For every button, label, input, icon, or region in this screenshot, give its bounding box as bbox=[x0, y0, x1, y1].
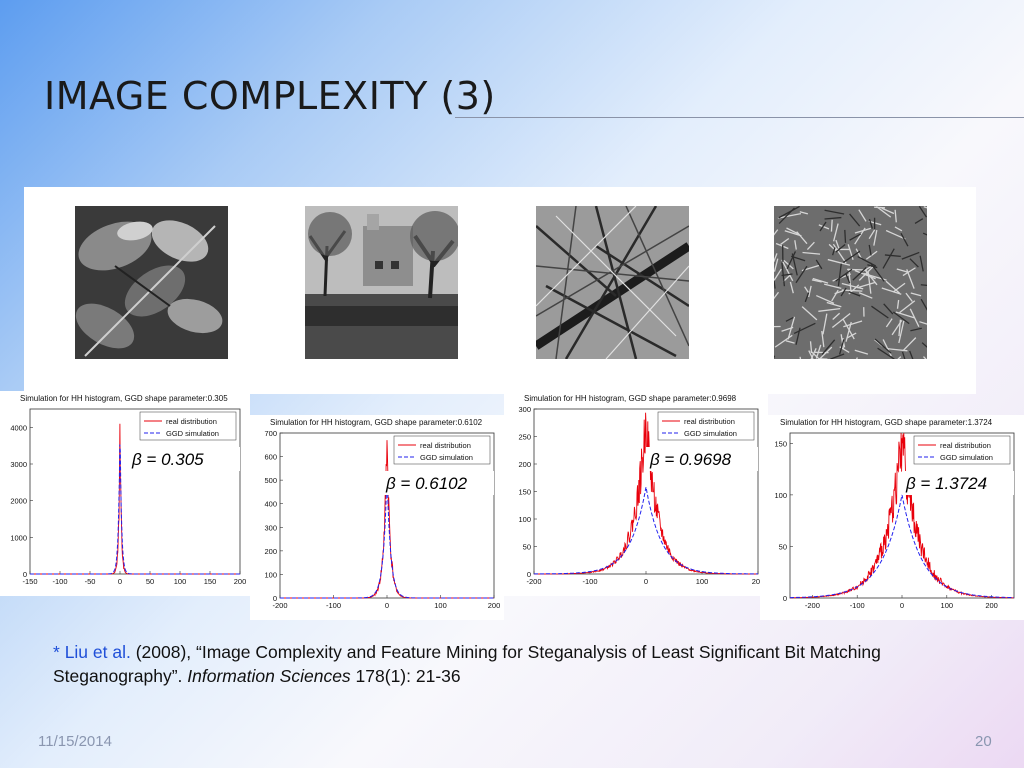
y-tick-label: 400 bbox=[264, 500, 277, 509]
chart-svg: Simulation for HH histogram, GGD shape p… bbox=[10, 394, 247, 586]
y-tick-label: 50 bbox=[523, 543, 531, 552]
x-tick-label: -150 bbox=[22, 577, 37, 586]
y-tick-label: 3000 bbox=[10, 460, 27, 469]
chart-title: Simulation for HH histogram, GGD shape p… bbox=[524, 394, 737, 403]
citation-footnote: * Liu et al. (2008), “Image Complexity a… bbox=[53, 640, 1013, 688]
x-tick-label: 100 bbox=[696, 577, 709, 586]
y-tick-label: 0 bbox=[273, 594, 277, 603]
beta-annotation: β = 1.3724 bbox=[905, 474, 987, 493]
citation-authors-link[interactable]: Liu et al. bbox=[64, 642, 131, 662]
citation-text: (2008), “Image Complexity and Feature Mi… bbox=[53, 642, 881, 686]
beta-annotation: β = 0.305 bbox=[131, 450, 204, 469]
grass-photo bbox=[774, 206, 927, 359]
series-ggd-simulation bbox=[30, 444, 240, 575]
chart-title: Simulation for HH histogram, GGD shape p… bbox=[780, 418, 993, 427]
y-tick-label: 100 bbox=[264, 570, 277, 579]
y-tick-label: 2000 bbox=[10, 497, 27, 506]
beta-annotation: β = 0.9698 bbox=[649, 450, 732, 469]
y-tick-label: 150 bbox=[774, 439, 787, 448]
x-tick-label: -100 bbox=[850, 601, 865, 610]
histogram-chart-2: Simulation for HH histogram, GGD shape p… bbox=[250, 415, 504, 620]
x-tick-label: 0 bbox=[118, 577, 122, 586]
branches-photo bbox=[536, 206, 689, 359]
y-tick-label: 300 bbox=[264, 523, 277, 532]
legend-label: real distribution bbox=[420, 441, 471, 450]
leaves-photo bbox=[75, 206, 228, 359]
x-tick-label: -100 bbox=[52, 577, 67, 586]
legend-label: GGD simulation bbox=[684, 429, 737, 438]
y-tick-label: 200 bbox=[518, 460, 531, 469]
annotation-bg bbox=[382, 471, 494, 495]
slide-title: IMAGE COMPLEXITY (3) bbox=[44, 74, 496, 118]
citation-asterisk: * bbox=[53, 642, 60, 662]
x-tick-label: 200 bbox=[488, 601, 501, 610]
y-tick-label: 0 bbox=[23, 570, 27, 579]
x-tick-label: -200 bbox=[272, 601, 287, 610]
y-tick-label: 1000 bbox=[10, 533, 27, 542]
annotation-bg bbox=[646, 447, 758, 471]
x-tick-label: -100 bbox=[326, 601, 341, 610]
legend-label: real distribution bbox=[166, 417, 217, 426]
legend-box bbox=[913, 435, 1011, 465]
annotation-bg bbox=[128, 447, 240, 471]
x-tick-label: 50 bbox=[146, 577, 154, 586]
beta-annotation: β = 0.6102 bbox=[385, 474, 468, 493]
y-tick-label: 100 bbox=[518, 515, 531, 524]
x-tick-label: 0 bbox=[644, 577, 648, 586]
y-tick-label: 300 bbox=[518, 405, 531, 414]
x-tick-label: 100 bbox=[434, 601, 447, 610]
y-tick-label: 600 bbox=[264, 453, 277, 462]
citation-volume: 178(1): 21-36 bbox=[350, 666, 461, 686]
histogram-chart-4: Simulation for HH histogram, GGD shape p… bbox=[760, 415, 1024, 620]
x-tick-label: 150 bbox=[204, 577, 217, 586]
chart-title: Simulation for HH histogram, GGD shape p… bbox=[270, 418, 483, 427]
y-tick-label: 100 bbox=[774, 491, 787, 500]
x-tick-label: 100 bbox=[941, 601, 954, 610]
y-tick-label: 50 bbox=[779, 542, 787, 551]
series-real-distribution bbox=[280, 440, 494, 599]
legend-label: real distribution bbox=[684, 417, 735, 426]
legend-label: GGD simulation bbox=[166, 429, 219, 438]
y-tick-label: 200 bbox=[264, 547, 277, 556]
legend-box bbox=[657, 411, 755, 441]
x-tick-label: 200 bbox=[234, 577, 247, 586]
legend-box bbox=[139, 411, 237, 441]
citation-journal: Information Sciences bbox=[187, 666, 351, 686]
y-tick-label: 150 bbox=[518, 488, 531, 497]
y-tick-label: 0 bbox=[783, 594, 787, 603]
chart-svg: Simulation for HH histogram, GGD shape p… bbox=[518, 394, 765, 586]
annotation-bg bbox=[902, 471, 1014, 495]
chart-title: Simulation for HH histogram, GGD shape p… bbox=[20, 394, 228, 403]
series-ggd-simulation bbox=[534, 487, 758, 575]
chart-svg: Simulation for HH histogram, GGD shape p… bbox=[774, 418, 1015, 610]
x-tick-label: -200 bbox=[526, 577, 541, 586]
trees-building-photo bbox=[305, 206, 458, 359]
histogram-chart-3: Simulation for HH histogram, GGD shape p… bbox=[504, 391, 768, 596]
y-tick-label: 0 bbox=[527, 570, 531, 579]
slide-date: 11/15/2014 bbox=[38, 733, 112, 750]
slide-page-number: 20 bbox=[975, 733, 992, 750]
y-tick-label: 700 bbox=[264, 429, 277, 438]
x-tick-label: -100 bbox=[582, 577, 597, 586]
x-tick-label: 200 bbox=[752, 577, 765, 586]
x-tick-label: 200 bbox=[985, 601, 998, 610]
y-tick-label: 500 bbox=[264, 476, 277, 485]
x-tick-label: 0 bbox=[900, 601, 904, 610]
x-tick-label: -200 bbox=[805, 601, 820, 610]
legend-label: GGD simulation bbox=[420, 453, 473, 462]
legend-label: GGD simulation bbox=[940, 453, 993, 462]
legend-label: real distribution bbox=[940, 441, 991, 450]
y-tick-label: 250 bbox=[518, 433, 531, 442]
title-divider bbox=[455, 117, 1024, 118]
chart-svg: Simulation for HH histogram, GGD shape p… bbox=[264, 418, 501, 610]
x-tick-label: -50 bbox=[85, 577, 96, 586]
histogram-chart-1: Simulation for HH histogram, GGD shape p… bbox=[0, 391, 250, 596]
x-tick-label: 100 bbox=[174, 577, 187, 586]
legend-box bbox=[393, 435, 491, 465]
x-tick-label: 0 bbox=[385, 601, 389, 610]
y-tick-label: 4000 bbox=[10, 423, 27, 432]
